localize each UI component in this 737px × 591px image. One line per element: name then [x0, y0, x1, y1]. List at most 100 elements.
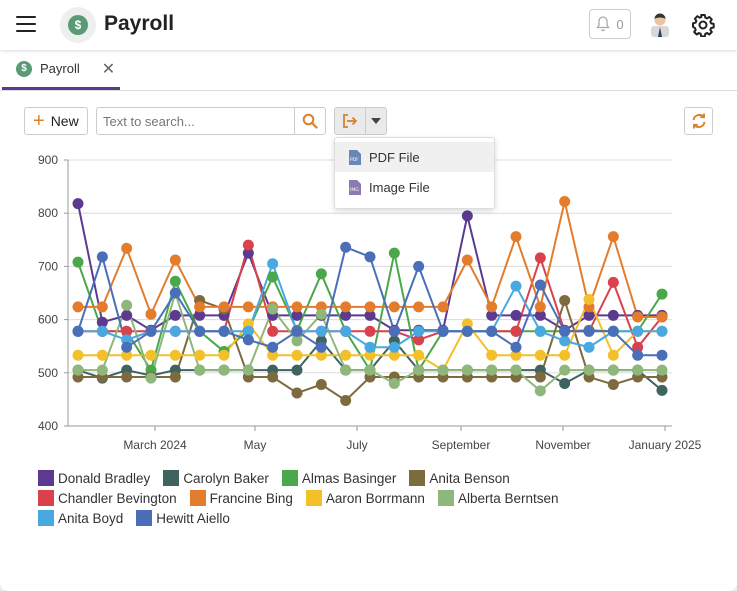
search-icon	[302, 113, 318, 129]
data-point	[169, 349, 181, 361]
data-point	[559, 377, 571, 389]
data-point	[534, 385, 546, 397]
data-point	[267, 303, 279, 315]
data-point	[145, 372, 157, 384]
data-point	[291, 335, 303, 347]
legend-item[interactable]: Hewitt Aiello	[136, 510, 230, 526]
app-title: Payroll	[104, 12, 175, 35]
legend-label: Anita Boyd	[58, 510, 124, 526]
data-point	[169, 325, 181, 337]
menu-item-image[interactable]: IMG Image File	[335, 172, 494, 202]
data-point	[388, 349, 400, 361]
chart-legend: Donald Bradley Carolyn Baker Almas Basinge…	[38, 468, 718, 528]
legend-item[interactable]: Donald Bradley	[38, 470, 150, 486]
data-point	[96, 316, 108, 328]
legend-label: Francine Bing	[209, 490, 293, 506]
search-input[interactable]	[97, 108, 295, 134]
search-button[interactable]	[294, 108, 325, 134]
refresh-button[interactable]	[684, 107, 713, 135]
menu-icon[interactable]	[16, 16, 36, 32]
data-point	[72, 325, 84, 337]
x-tick-label: November	[535, 438, 590, 452]
x-tick-label: March 2024	[123, 438, 187, 452]
data-point	[315, 341, 327, 353]
data-point	[607, 364, 619, 376]
data-point	[340, 325, 352, 337]
data-point	[121, 349, 133, 361]
y-tick-label: 900	[38, 153, 58, 167]
data-point	[267, 258, 279, 270]
data-point	[510, 280, 522, 292]
menu-item-label: PDF File	[369, 149, 420, 165]
data-point	[437, 301, 449, 313]
legend-row: Anita Boyd Hewitt Aiello	[38, 508, 718, 528]
data-point	[534, 325, 546, 337]
data-point	[291, 325, 303, 337]
data-point	[486, 325, 498, 337]
legend-swatch	[281, 470, 298, 486]
close-icon[interactable]: ✕	[101, 60, 116, 78]
data-point	[121, 371, 133, 383]
legend-swatch	[189, 490, 206, 506]
data-point	[242, 364, 254, 376]
export-button	[334, 107, 387, 135]
export-main-button[interactable]	[335, 108, 366, 134]
data-point	[510, 364, 522, 376]
notifications-button[interactable]: 0	[589, 9, 631, 39]
data-point	[534, 301, 546, 313]
data-point	[194, 325, 206, 337]
avatar[interactable]	[647, 11, 673, 37]
data-point	[96, 301, 108, 313]
legend-item[interactable]: Anita Benson	[409, 470, 510, 486]
new-button[interactable]: + New	[24, 107, 88, 135]
legend-item[interactable]: Chandler Bevington	[38, 490, 177, 506]
search-box	[96, 107, 326, 135]
data-point	[534, 371, 546, 383]
data-point	[96, 325, 108, 337]
x-tick-label: September	[432, 438, 491, 452]
data-point	[534, 349, 546, 361]
tab-payroll[interactable]: $ Payroll ✕	[2, 50, 120, 90]
data-point	[121, 299, 133, 311]
svg-text:PDF: PDF	[350, 157, 359, 163]
data-point	[486, 349, 498, 361]
data-point	[510, 341, 522, 353]
data-point	[632, 325, 644, 337]
data-point	[72, 301, 84, 313]
legend-label: Aaron Borrmann	[325, 490, 425, 506]
legend-row: Chandler Bevington Francine Bing Aaron Bor…	[38, 488, 718, 508]
export-dropdown-toggle[interactable]	[366, 108, 386, 134]
svg-text:IMG: IMG	[350, 187, 359, 193]
legend-item[interactable]: Almas Basinger	[281, 470, 396, 486]
sign-out-icon	[343, 114, 358, 128]
notification-count: 0	[616, 16, 624, 32]
data-point	[510, 309, 522, 321]
data-point	[267, 349, 279, 361]
data-point	[96, 364, 108, 376]
legend-item[interactable]: Francine Bing	[189, 490, 293, 506]
legend-row: Donald Bradley Carolyn Baker Almas Basinge…	[38, 468, 718, 488]
data-point	[340, 309, 352, 321]
gear-icon[interactable]	[691, 13, 715, 37]
data-point	[145, 308, 157, 320]
dollar-coin-icon: $	[16, 60, 32, 77]
data-point	[242, 301, 254, 313]
data-point	[413, 260, 425, 272]
legend-item[interactable]: Carolyn Baker	[163, 470, 269, 486]
data-point	[583, 364, 595, 376]
data-point	[218, 325, 230, 337]
data-point	[388, 341, 400, 353]
data-point	[96, 251, 108, 263]
menu-item-pdf[interactable]: PDF PDF File	[335, 142, 494, 172]
data-point	[656, 364, 668, 376]
legend-item[interactable]: Aaron Borrmann	[305, 490, 425, 506]
data-point	[632, 364, 644, 376]
legend-item[interactable]: Alberta Berntsen	[437, 490, 559, 506]
legend-label: Hewitt Aiello	[156, 510, 230, 526]
data-point	[291, 387, 303, 399]
bell-icon	[596, 16, 611, 32]
menu-item-label: Image File	[369, 179, 430, 195]
legend-item[interactable]: Anita Boyd	[38, 510, 123, 526]
legend-swatch	[38, 490, 54, 506]
